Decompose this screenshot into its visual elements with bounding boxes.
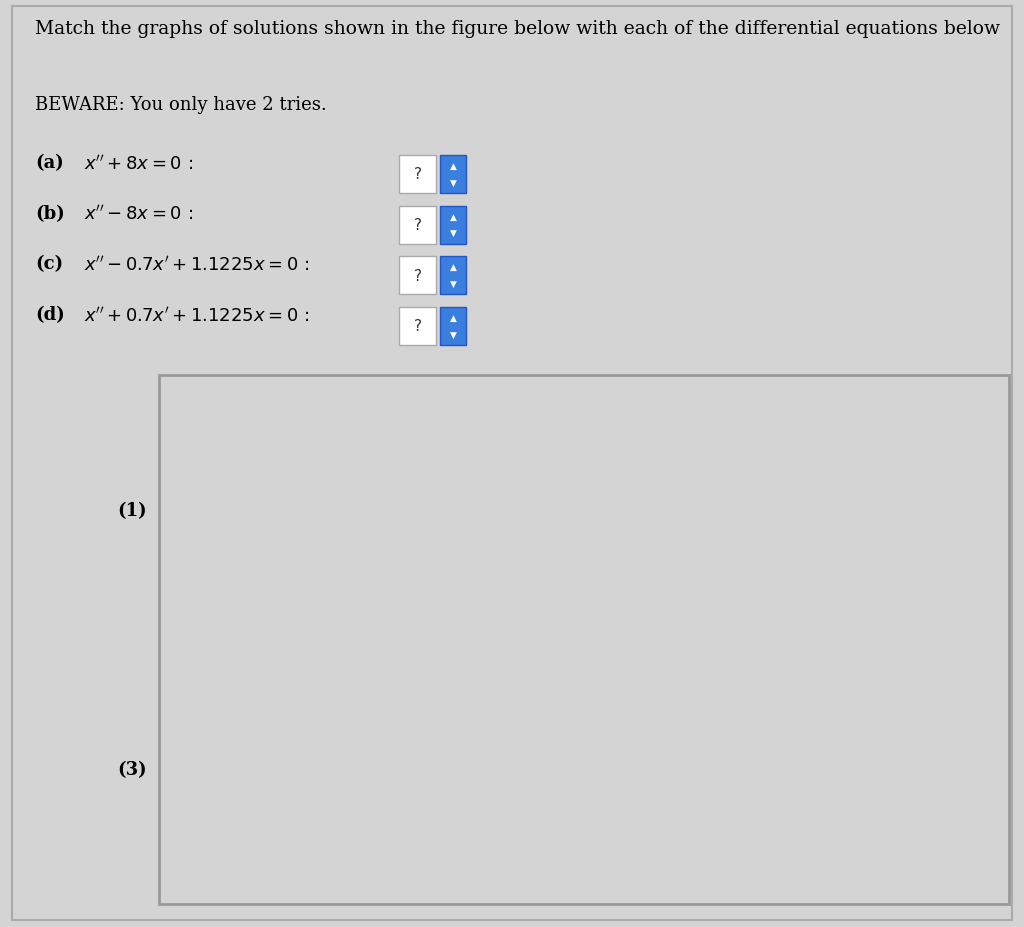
Text: $x^{\prime\prime} + 0.7x^{\prime} + 1.1225x = 0\,:$: $x^{\prime\prime} + 0.7x^{\prime} + 1.12… [84,306,310,324]
Text: ?: ? [414,269,422,284]
Bar [440,207,466,244]
Bar [440,308,466,346]
Text: (4): (4) [536,760,565,778]
Bar [440,156,466,194]
Text: ▲: ▲ [450,162,457,171]
Text: $x^{\prime\prime} + 8x = 0\,:$: $x^{\prime\prime} + 8x = 0\,:$ [84,154,194,172]
Bar [399,257,436,295]
Text: (3): (3) [117,760,146,778]
Text: ▼: ▼ [450,330,457,339]
Text: Match the graphs of solutions shown in the figure below with each of the differe: Match the graphs of solutions shown in t… [35,20,1000,38]
Text: $x^{\prime\prime} - 0.7x^{\prime} + 1.1225x = 0\,:$: $x^{\prime\prime} - 0.7x^{\prime} + 1.12… [84,255,310,274]
Bar [399,207,436,244]
Text: ▼: ▼ [450,179,457,187]
Text: ▼: ▼ [450,229,457,238]
Text: $x^{\prime\prime} - 8x = 0\,:$: $x^{\prime\prime} - 8x = 0\,:$ [84,205,194,223]
Text: (2): (2) [536,502,565,519]
Bar [399,308,436,346]
Text: ▲: ▲ [450,263,457,272]
Text: ▲: ▲ [450,212,457,222]
Text: ▼: ▼ [450,280,457,288]
Text: ?: ? [414,218,422,233]
Text: ?: ? [414,167,422,183]
Text: (d): (d) [35,306,65,324]
Text: ?: ? [414,319,422,334]
Bar [399,156,436,194]
Text: (c): (c) [35,255,63,273]
Text: ▲: ▲ [450,313,457,323]
Bar [440,257,466,295]
Text: (a): (a) [35,154,63,171]
Text: (b): (b) [35,205,65,222]
Text: (1): (1) [117,502,146,519]
Text: BEWARE: You only have 2 tries.: BEWARE: You only have 2 tries. [35,96,327,114]
